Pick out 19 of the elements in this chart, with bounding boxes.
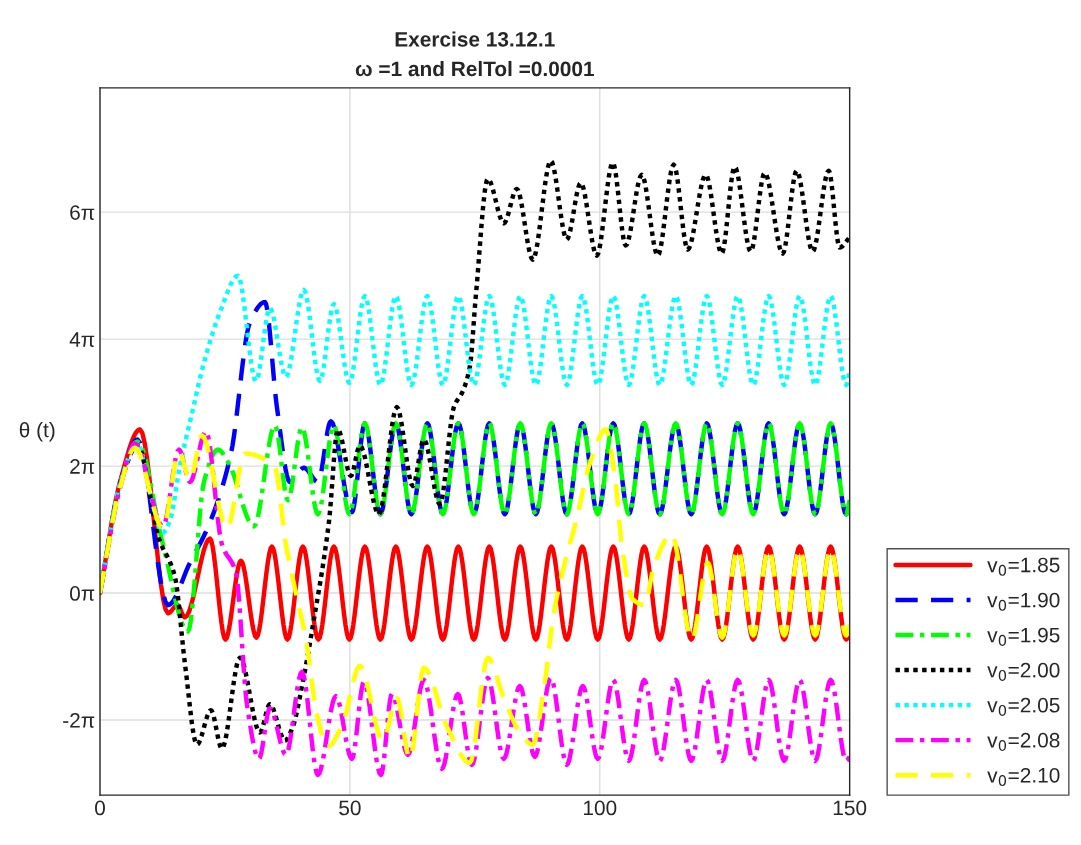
x-tick-label: 50 xyxy=(339,800,361,816)
y-tick-label: 4π xyxy=(69,332,95,347)
y-tick-label: 0π xyxy=(69,586,95,601)
x-tick-label: 0 xyxy=(95,800,105,816)
legend-label: v$_{0}$=2.00 xyxy=(987,662,1060,681)
chart-subtitle: ω =1 and RelTol =0.0001 xyxy=(355,60,594,77)
legend-label: v$_{0}$=1.95 xyxy=(987,627,1060,646)
legend-label: v$_{0}$=1.90 xyxy=(987,592,1060,611)
y-tick-label: 6π xyxy=(70,205,95,220)
legend-label: v$_{0}$=2.10 xyxy=(987,767,1060,787)
y-axis-title: θ (t) xyxy=(19,422,55,442)
legend-label: v$_{0}$=1.85 xyxy=(987,557,1060,576)
legend-label: v$_{0}$=2.08 xyxy=(987,732,1060,752)
y-tick-label: 2π xyxy=(70,459,95,474)
chart-title: Exercise 13.12.1 xyxy=(395,31,555,47)
x-tick-label: 150 xyxy=(833,800,867,816)
legend-label: v$_{0}$=2.05 xyxy=(987,697,1060,716)
x-tick-label: 100 xyxy=(583,800,617,816)
y-tick-label: -2π xyxy=(63,713,95,728)
